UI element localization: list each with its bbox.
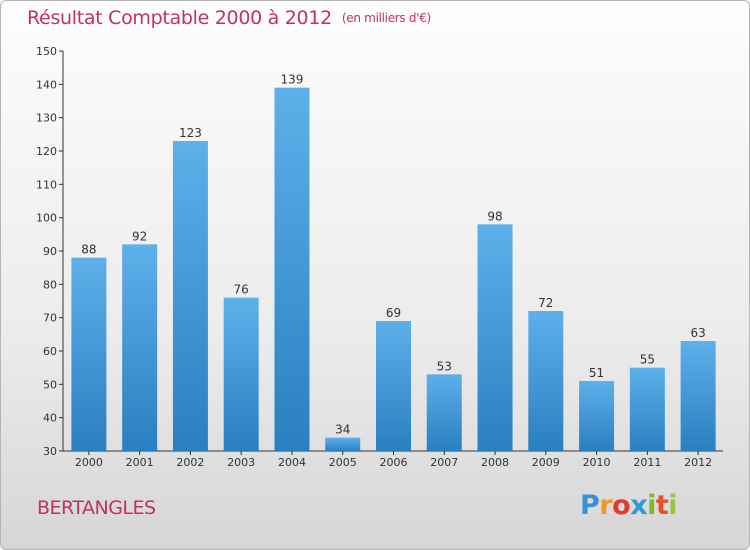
title-text: Résultat Comptable 2000 à 2012 [27,7,332,29]
data-label-2007: 53 [437,359,452,373]
logo-letter: i [647,490,656,521]
data-label-2010: 51 [589,366,604,380]
x-tick-label: 2011 [633,456,661,469]
bar-2001 [122,244,158,451]
y-tick-label: 110 [36,178,57,191]
y-tick-label: 30 [43,445,57,458]
data-label-2008: 98 [487,209,502,223]
bar-2003 [223,297,259,451]
x-tick-label: 2002 [176,456,204,469]
y-tick-label: 100 [36,212,57,225]
x-tick-label: 2012 [684,456,712,469]
bar-2002 [172,141,208,451]
logo-letter: x [630,490,648,521]
data-label-2003: 76 [234,283,249,297]
y-tick-label: 90 [43,245,57,258]
data-label-2009: 72 [538,296,553,310]
logo-letter: o [612,490,631,521]
y-tick-label: 40 [43,412,57,425]
title-unit: (en milliers d'€) [341,11,431,25]
bar-2009 [528,311,564,451]
x-tick-label: 2001 [126,456,154,469]
data-label-2006: 69 [386,306,401,320]
bar-2012 [680,341,716,451]
y-tick-label: 50 [43,378,57,391]
bar-2004 [274,87,310,452]
x-tick-label: 2005 [329,456,357,469]
x-tick-label: 2000 [75,456,103,469]
bar-2000 [71,257,107,451]
x-tick-label: 2010 [583,456,611,469]
data-label-2005: 34 [335,423,350,437]
bar-2011 [629,367,665,451]
data-label-2001: 92 [132,229,147,243]
logo-letter: r [599,490,613,521]
logo-letter: i [668,490,678,521]
bar-2006 [376,321,411,451]
y-tick-label: 150 [36,45,57,58]
bar-2010 [579,381,615,451]
x-tick-label: 2003 [227,456,255,469]
bar-2007 [426,374,462,451]
labels: 88 92 123 76 139 34 69 53 98 72 51 55 63 [81,73,706,437]
x-tick-label: 2009 [532,456,560,469]
data-label-2002: 123 [179,126,202,140]
y-tick-label: 120 [36,145,57,158]
commune-name: BERTANGLES [37,497,156,519]
x-tick-label: 2007 [430,456,458,469]
logo-letter: P [580,490,600,521]
x-tick-label: 2006 [380,456,408,469]
y-tick-label: 60 [43,345,57,358]
logo-letter: t [655,490,669,521]
x-tick-label: 2004 [278,456,306,469]
y-tick-label: 80 [43,278,57,291]
y-tick-label: 70 [43,312,57,325]
bars [71,87,716,452]
data-label-2004: 139 [281,73,304,87]
proxiti-logo[interactable]: Proxiti [580,490,678,521]
bar-2008 [477,224,513,451]
x-tick-label: 2008 [481,456,509,469]
y-tick-label: 130 [36,112,57,125]
bar-2005 [325,437,361,451]
data-label-2000: 88 [81,243,96,257]
y-tick-label: 140 [36,78,57,91]
data-label-2011: 55 [640,353,655,367]
chart-title: Résultat Comptable 2000 à 2012 (en millie… [27,7,431,29]
data-label-2012: 63 [690,326,705,340]
